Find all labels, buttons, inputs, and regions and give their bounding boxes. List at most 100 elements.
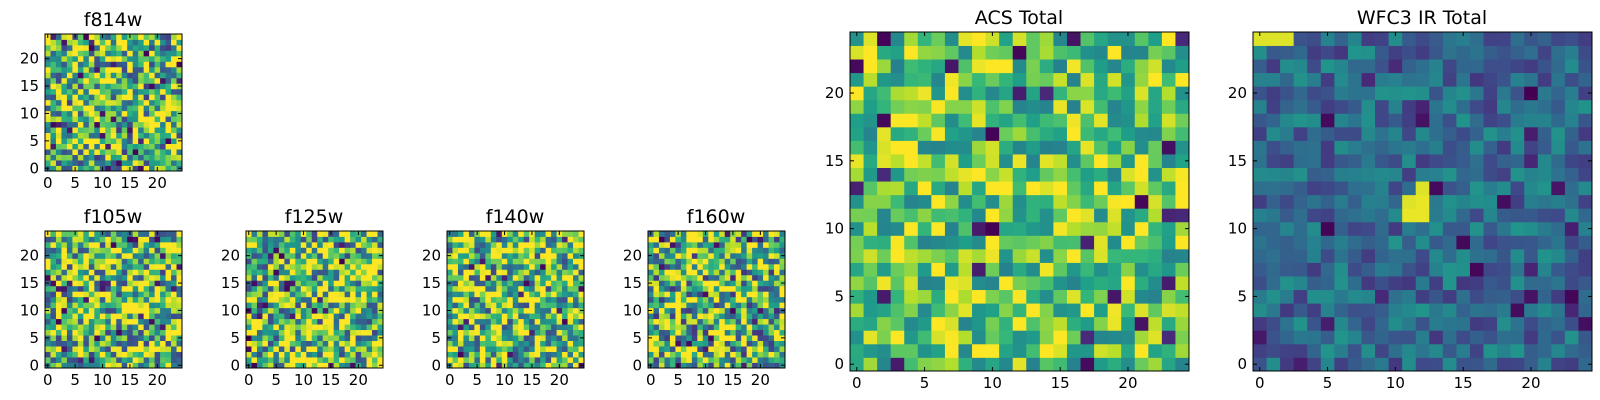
heatmap-cell bbox=[45, 127, 51, 134]
heatmap-cell bbox=[1175, 86, 1190, 101]
heatmap-cell bbox=[735, 362, 742, 369]
heatmap-cell bbox=[999, 154, 1014, 168]
heatmap-cell bbox=[648, 291, 654, 298]
heatmap-cell bbox=[556, 313, 563, 320]
heatmap-cell bbox=[1415, 126, 1430, 141]
heatmap-cell bbox=[1469, 113, 1484, 128]
heatmap-cell bbox=[877, 316, 892, 331]
heatmap-cell bbox=[972, 262, 986, 277]
heatmap-cell bbox=[99, 324, 106, 331]
heatmap-cell bbox=[256, 274, 263, 281]
heatmap-cell bbox=[273, 285, 280, 292]
heatmap-cell bbox=[863, 32, 878, 46]
heatmap-cell bbox=[507, 346, 514, 352]
heatmap-cell bbox=[1361, 235, 1376, 250]
heatmap-cell bbox=[479, 302, 486, 309]
heatmap-cell bbox=[94, 34, 101, 40]
heatmap-cell bbox=[529, 280, 536, 287]
heatmap-cell bbox=[752, 351, 758, 358]
heatmap-cell bbox=[944, 276, 959, 291]
heatmap-cell bbox=[165, 154, 172, 161]
heatmap-cell bbox=[1293, 113, 1308, 128]
heatmap-cell bbox=[72, 61, 79, 68]
heatmap-cell bbox=[289, 313, 296, 320]
heatmap-cell bbox=[1148, 248, 1163, 263]
heatmap-cell bbox=[985, 167, 1000, 182]
heatmap-cell bbox=[1266, 330, 1281, 345]
heatmap-cell bbox=[653, 329, 660, 336]
heatmap-cell bbox=[361, 291, 367, 298]
heatmap-cell bbox=[110, 143, 117, 150]
heatmap-cell bbox=[757, 302, 764, 309]
heatmap-cell bbox=[121, 296, 128, 303]
heatmap-cell bbox=[377, 236, 384, 243]
heatmap-cell bbox=[267, 318, 274, 325]
heatmap-cell bbox=[697, 296, 704, 303]
heatmap-cell bbox=[485, 340, 492, 347]
heatmap-cell bbox=[333, 357, 340, 363]
heatmap-cell bbox=[306, 241, 313, 248]
heatmap-cell bbox=[702, 307, 709, 314]
heatmap-cell bbox=[105, 274, 112, 281]
heatmap-cell bbox=[1442, 72, 1457, 87]
heatmap-cell bbox=[251, 247, 258, 254]
heatmap-cell bbox=[1293, 126, 1308, 141]
heatmap-cell bbox=[372, 263, 378, 270]
heatmap-cell bbox=[501, 318, 508, 325]
heatmap-cell bbox=[1094, 32, 1109, 46]
heatmap-cell bbox=[877, 303, 892, 318]
heatmap-cell bbox=[110, 285, 117, 292]
heatmap-cell bbox=[518, 258, 525, 265]
heatmap-cell bbox=[1469, 45, 1484, 60]
heatmap-cell bbox=[1510, 140, 1525, 155]
heatmap-cell bbox=[1442, 32, 1457, 46]
heatmap-cell bbox=[322, 335, 329, 341]
heatmap-cell bbox=[1161, 248, 1176, 263]
heatmap-cell bbox=[774, 329, 780, 336]
heatmap-cell bbox=[377, 357, 384, 363]
heatmap-cell bbox=[1094, 126, 1109, 141]
heatmap-cell bbox=[540, 340, 547, 347]
heatmap-cell bbox=[132, 116, 139, 123]
heatmap-cell bbox=[567, 241, 574, 248]
heatmap-cell bbox=[529, 351, 536, 358]
heatmap-cell bbox=[479, 263, 486, 270]
heatmap-cell bbox=[94, 39, 101, 46]
heatmap-cell bbox=[176, 127, 183, 134]
heatmap-cell bbox=[1121, 59, 1136, 74]
heatmap-cell bbox=[664, 302, 671, 309]
heatmap-cell bbox=[1280, 330, 1295, 345]
heatmap-cell bbox=[160, 236, 166, 243]
heatmap-cell bbox=[501, 274, 508, 281]
heatmap-cell bbox=[116, 44, 123, 51]
x-tick-label: 10 bbox=[495, 371, 514, 389]
heatmap-cell bbox=[1402, 181, 1417, 196]
heatmap-cell bbox=[160, 252, 166, 259]
heatmap-cell bbox=[138, 241, 145, 248]
heatmap-cell bbox=[1080, 208, 1095, 223]
heatmap-cell bbox=[160, 307, 166, 314]
heatmap-cell bbox=[143, 335, 150, 341]
heatmap-cell bbox=[1148, 32, 1163, 46]
heatmap-cell bbox=[66, 88, 73, 95]
heatmap-cell bbox=[322, 351, 329, 358]
heatmap-cell bbox=[267, 241, 274, 248]
heatmap-cell bbox=[1320, 194, 1335, 209]
heatmap-cell bbox=[779, 351, 786, 358]
heatmap-cell bbox=[311, 252, 318, 259]
heatmap-cell bbox=[121, 160, 128, 166]
heatmap-cell bbox=[779, 285, 786, 292]
heatmap-cell bbox=[1121, 357, 1136, 372]
heatmap-cell bbox=[490, 258, 497, 265]
heatmap-cell bbox=[496, 318, 503, 325]
heatmap-cell bbox=[1307, 126, 1322, 141]
heatmap-cell bbox=[289, 258, 296, 265]
heatmap-cell bbox=[752, 324, 758, 331]
heatmap-cell bbox=[944, 194, 959, 209]
heatmap-cell bbox=[1524, 140, 1539, 155]
heatmap-cell bbox=[127, 55, 134, 62]
heatmap-cell bbox=[66, 263, 73, 270]
heatmap-cell bbox=[72, 318, 79, 325]
heatmap-cell bbox=[653, 318, 660, 325]
